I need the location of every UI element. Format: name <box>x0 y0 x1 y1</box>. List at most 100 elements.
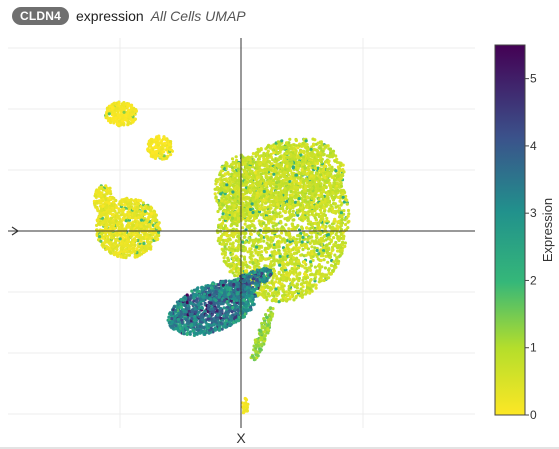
cell-point <box>193 319 197 323</box>
cell-point <box>231 184 235 188</box>
cell-point <box>319 238 323 242</box>
cell-point <box>304 177 308 181</box>
cell-point <box>287 201 291 205</box>
cell-point <box>258 207 262 211</box>
cell-point <box>286 173 291 177</box>
cell-point <box>294 296 298 300</box>
cell-point <box>288 278 292 282</box>
cell-point <box>303 170 307 174</box>
cell-point <box>254 203 258 207</box>
cell-point <box>346 208 351 213</box>
cell-point <box>311 209 315 213</box>
cell-point <box>230 166 234 170</box>
cell-point <box>206 317 211 321</box>
cell-point <box>313 221 317 225</box>
cell-point <box>292 227 296 231</box>
cell-point <box>181 308 185 312</box>
cell-point <box>296 259 300 263</box>
cell-point <box>253 216 257 221</box>
cell-point <box>242 207 246 211</box>
cell-point <box>290 193 294 197</box>
cell-point <box>230 172 234 176</box>
cell-point <box>174 327 178 331</box>
cell-point <box>259 258 263 262</box>
cell-point <box>255 191 259 195</box>
cell-point <box>305 233 309 237</box>
cell-point <box>313 265 317 269</box>
cell-point <box>327 209 331 213</box>
cell-point <box>338 161 342 165</box>
cell-point <box>255 250 259 254</box>
cell-point <box>242 212 246 216</box>
cell-point <box>271 199 275 203</box>
cell-point <box>183 303 187 308</box>
cell-point <box>339 211 343 215</box>
cell-point <box>261 287 265 291</box>
cell-point <box>289 189 293 194</box>
cell-point <box>314 159 318 163</box>
plot-subtitle: All Cells UMAP <box>150 8 246 24</box>
cell-point <box>230 264 234 268</box>
cell-point <box>269 144 273 148</box>
cell-point <box>274 287 278 291</box>
cell-point <box>301 215 305 219</box>
cell-point <box>251 159 255 164</box>
cell-point <box>308 205 312 209</box>
cell-point <box>324 179 328 183</box>
cell-point <box>338 199 342 203</box>
cell-point <box>318 158 322 163</box>
cell-point <box>267 226 271 231</box>
cell-point <box>220 252 224 256</box>
cell-point <box>193 314 197 318</box>
cell-point <box>330 231 334 235</box>
cell-point <box>262 290 266 294</box>
cell-point <box>225 213 229 217</box>
cell-point <box>343 241 347 245</box>
cell-point <box>242 235 246 239</box>
cell-point <box>242 257 247 261</box>
cell-point <box>216 209 220 214</box>
cell-point <box>313 166 317 170</box>
cell-point <box>332 260 336 264</box>
cell-point <box>215 178 219 182</box>
cell-point <box>296 211 300 215</box>
cell-point <box>207 331 211 335</box>
cell-point <box>300 227 305 231</box>
cell-point <box>254 294 258 298</box>
cell-point <box>234 222 238 226</box>
cell-point <box>243 161 247 166</box>
cell-point <box>308 278 312 283</box>
cell-point <box>236 214 240 218</box>
cell-point <box>251 195 256 199</box>
cell-point <box>280 231 284 235</box>
cell-point <box>230 315 234 319</box>
cell-point <box>325 195 329 199</box>
cell-point <box>234 258 239 262</box>
cell-point <box>291 154 296 158</box>
cell-point <box>304 253 308 257</box>
cell-point <box>256 170 260 175</box>
cell-point <box>170 320 174 324</box>
cell-point <box>307 167 311 171</box>
cell-point <box>296 266 300 270</box>
cell-point <box>322 152 326 156</box>
cell-point <box>323 176 327 180</box>
cell-point <box>255 166 259 171</box>
cell-point <box>291 247 295 251</box>
cell-point <box>213 192 217 196</box>
cell-point <box>294 257 298 261</box>
cell-point <box>316 184 320 188</box>
cell-point <box>179 312 184 316</box>
cell-point <box>229 206 233 210</box>
cell-point <box>275 215 279 219</box>
cell-point <box>328 241 332 246</box>
cell-point <box>320 243 324 247</box>
cell-point <box>307 188 311 192</box>
cell-point <box>338 178 342 182</box>
cell-point <box>259 180 263 184</box>
cell-point <box>183 324 187 328</box>
cell-point <box>277 248 281 252</box>
cell-point <box>337 206 341 210</box>
cell-point <box>225 313 229 317</box>
